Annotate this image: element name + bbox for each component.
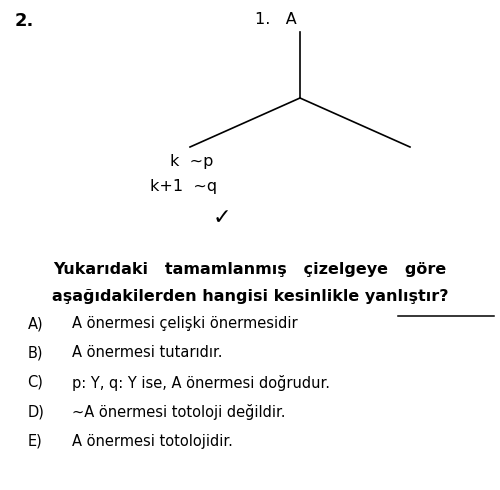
Text: k  ~p: k ~p xyxy=(170,154,214,170)
Text: p: Y, q: Y ise, A önermesi doğrudur.: p: Y, q: Y ise, A önermesi doğrudur. xyxy=(72,375,330,391)
Text: aşağıdakilerden hangisi kesinlikle yanlıştır?: aşağıdakilerden hangisi kesinlikle yanlı… xyxy=(52,289,448,304)
Text: k+1  ~q: k+1 ~q xyxy=(150,179,217,194)
Text: D): D) xyxy=(28,404,44,419)
Text: ~A önermesi totoloji değildir.: ~A önermesi totoloji değildir. xyxy=(72,404,286,420)
Text: A önermesi tutarıdır.: A önermesi tutarıdır. xyxy=(72,345,223,361)
Text: A önermesi çelişki önermesidir: A önermesi çelişki önermesidir xyxy=(72,316,298,331)
Text: 1.   A: 1. A xyxy=(255,12,297,27)
Text: ✓: ✓ xyxy=(212,208,231,228)
Text: E): E) xyxy=(28,434,42,449)
Text: C): C) xyxy=(28,375,44,390)
Text: A): A) xyxy=(28,316,43,331)
Text: B): B) xyxy=(28,345,43,361)
Text: A önermesi totolojidir.: A önermesi totolojidir. xyxy=(72,434,234,449)
Text: Yukarıdaki   tamamlanmış   çizelgeye   göre: Yukarıdaki tamamlanmış çizelgeye göre xyxy=(54,262,446,277)
Text: 2.: 2. xyxy=(15,12,34,30)
